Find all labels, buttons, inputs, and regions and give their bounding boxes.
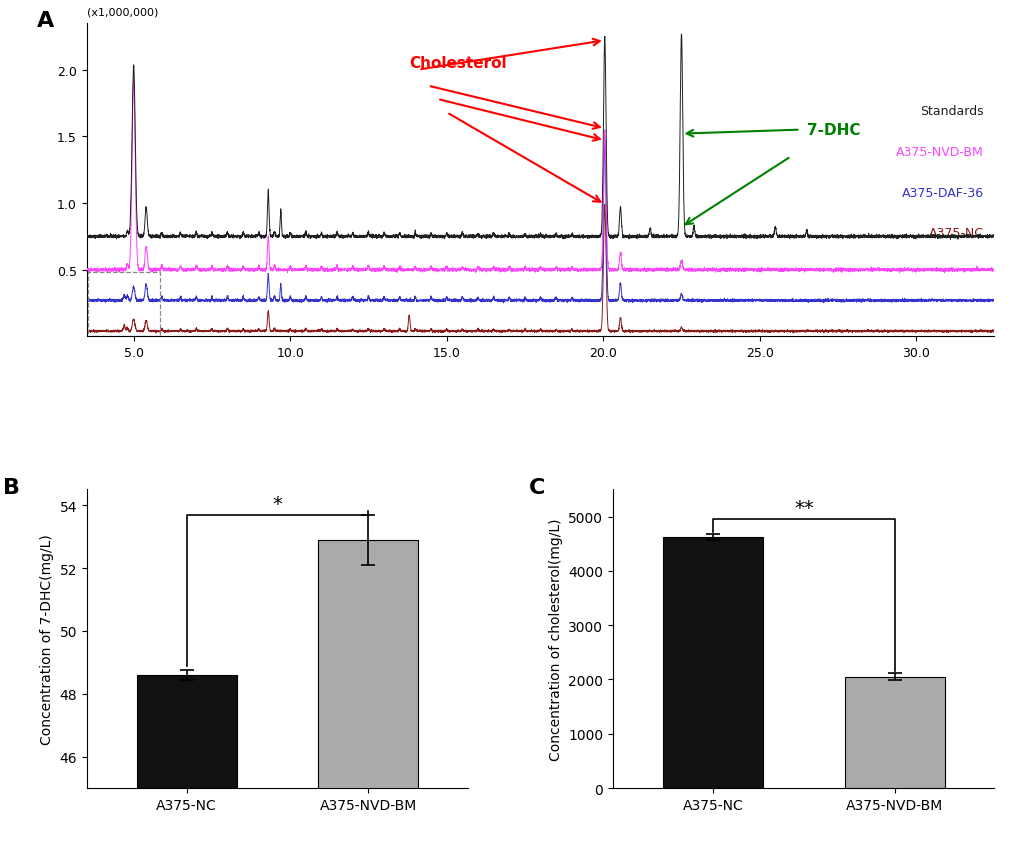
Text: A375-NVD-BM: A375-NVD-BM: [895, 146, 982, 158]
Text: A375-DAF-36: A375-DAF-36: [901, 187, 982, 199]
Text: A: A: [37, 11, 54, 32]
Text: Standards: Standards: [919, 105, 982, 118]
Y-axis label: Concentration of cholesterol(mg/L): Concentration of cholesterol(mg/L): [548, 518, 562, 760]
Bar: [318, 540, 418, 852]
Text: 7-DHC: 7-DHC: [806, 123, 859, 138]
Text: C: C: [529, 478, 545, 498]
Text: (x1,000,000): (x1,000,000): [87, 8, 158, 18]
Bar: [844, 677, 944, 788]
Y-axis label: Concentration of 7-DHC(mg/L): Concentration of 7-DHC(mg/L): [40, 533, 54, 745]
Text: **: **: [793, 498, 813, 517]
Bar: [662, 538, 762, 788]
Text: A375-NC: A375-NC: [927, 227, 982, 240]
Text: *: *: [272, 494, 282, 514]
Bar: [137, 675, 236, 852]
Text: B: B: [3, 478, 19, 498]
Text: Cholesterol: Cholesterol: [409, 55, 506, 71]
